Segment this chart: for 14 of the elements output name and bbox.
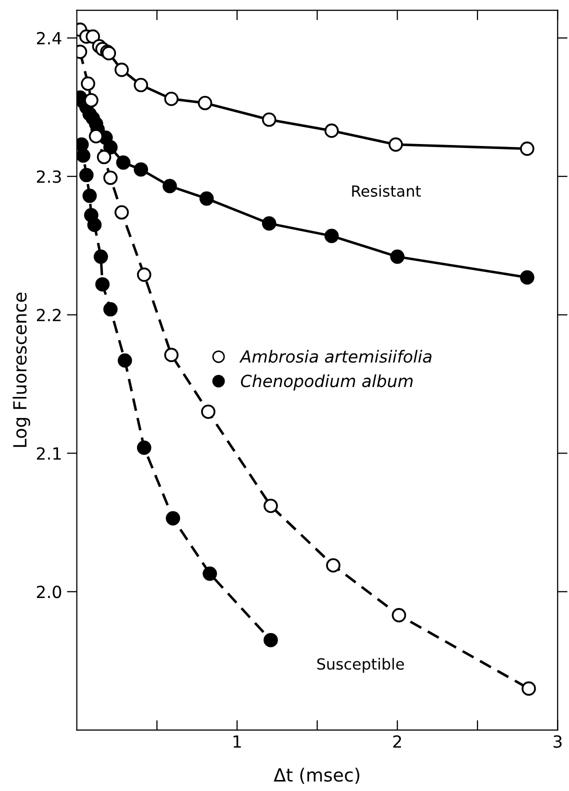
x-tick-label: 2 [393,735,401,748]
y-axis-title: Log Fluorescence [12,292,30,447]
y-tick-label: 2.2 [36,308,61,322]
y-tick-label: 2.4 [36,32,62,44]
y-tick-label: 2.0 [36,586,62,598]
y-tick-label: 2.1 [36,447,61,460]
y-tick-label: 2.3 [36,170,61,183]
x-axis-title: Δt (msec) [274,768,360,784]
annotation: Susceptible [317,658,404,673]
annotation: Resistant [352,185,421,197]
legend-label: Ambrosia artemisiifolia [239,350,432,363]
legend-label: Chenopodium album [240,374,413,390]
x-tick-label: 3 [554,735,562,748]
x-tick-label: 1 [234,735,241,748]
